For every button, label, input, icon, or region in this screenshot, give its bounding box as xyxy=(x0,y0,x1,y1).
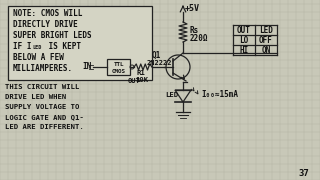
Text: ON: ON xyxy=(261,46,271,55)
Text: 2N2222: 2N2222 xyxy=(147,60,172,66)
Text: CMOS: CMOS xyxy=(111,69,125,73)
Text: DIRECTLY DRIVE: DIRECTLY DRIVE xyxy=(13,19,78,28)
Text: SUPER BRIGHT LEDS: SUPER BRIGHT LEDS xyxy=(13,30,92,39)
Text: DRIVE LED WHEN: DRIVE LED WHEN xyxy=(5,94,66,100)
Text: 220Ω: 220Ω xyxy=(190,33,209,42)
Text: TTL: TTL xyxy=(113,62,124,67)
Text: 37: 37 xyxy=(298,170,309,179)
Bar xyxy=(107,59,130,75)
Text: LED: LED xyxy=(32,45,41,50)
Text: OUT: OUT xyxy=(128,78,141,84)
Text: Rs: Rs xyxy=(190,26,199,35)
Text: IN: IN xyxy=(82,62,91,71)
Text: LED ARE DIFFERENT.: LED ARE DIFFERENT. xyxy=(5,124,84,130)
Text: +5V: +5V xyxy=(185,3,200,12)
Text: NOTE: CMOS WILL: NOTE: CMOS WILL xyxy=(13,8,82,17)
Text: IF I: IF I xyxy=(13,42,31,51)
Text: Q1: Q1 xyxy=(152,51,161,60)
Text: HI: HI xyxy=(239,46,249,55)
Text: OUT: OUT xyxy=(237,26,251,35)
Bar xyxy=(8,6,152,80)
Text: LO: LO xyxy=(239,35,249,44)
Text: MILLIAMPERES.: MILLIAMPERES. xyxy=(13,64,73,73)
Text: SUPPLY VOLTAGE TO: SUPPLY VOLTAGE TO xyxy=(5,104,79,110)
Text: OFF: OFF xyxy=(259,35,273,44)
Text: R1: R1 xyxy=(137,70,146,76)
Text: IS KEPT: IS KEPT xyxy=(44,42,81,51)
Text: LED: LED xyxy=(259,26,273,35)
Text: LOGIC GATE AND Q1-: LOGIC GATE AND Q1- xyxy=(5,114,84,120)
Text: I₀₀≈15mA: I₀₀≈15mA xyxy=(201,89,238,98)
Text: LED: LED xyxy=(165,92,178,98)
Text: THIS CIRCUIT WILL: THIS CIRCUIT WILL xyxy=(5,84,79,90)
Text: BELOW A FEW: BELOW A FEW xyxy=(13,53,64,62)
Text: 10K: 10K xyxy=(135,77,148,83)
